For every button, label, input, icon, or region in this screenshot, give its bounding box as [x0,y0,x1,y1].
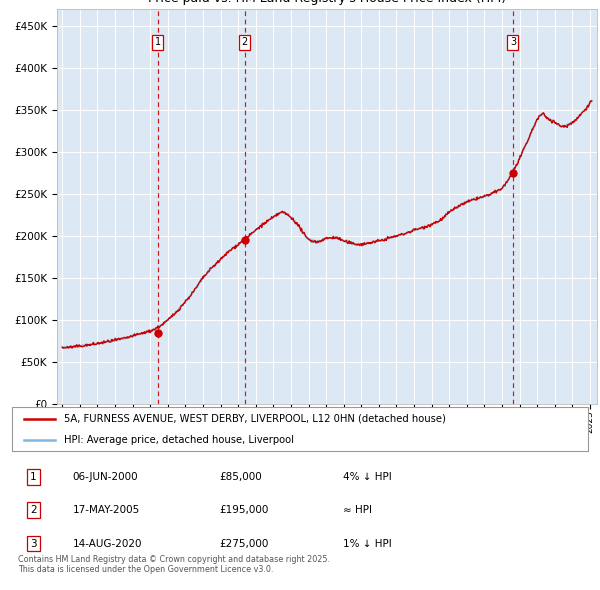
Text: 14-AUG-2020: 14-AUG-2020 [73,539,142,549]
Text: 17-MAY-2005: 17-MAY-2005 [73,505,140,515]
Text: 1: 1 [155,38,161,47]
Text: 3: 3 [510,38,516,47]
Text: 5A, FURNESS AVENUE, WEST DERBY, LIVERPOOL, L12 0HN (detached house): 5A, FURNESS AVENUE, WEST DERBY, LIVERPOO… [64,414,446,424]
Title: 5A, FURNESS AVENUE, WEST DERBY, LIVERPOOL, L12 0HN
Price paid vs. HM Land Regist: 5A, FURNESS AVENUE, WEST DERBY, LIVERPOO… [143,0,511,5]
Text: £195,000: £195,000 [220,505,269,515]
Text: HPI: Average price, detached house, Liverpool: HPI: Average price, detached house, Live… [64,435,294,445]
Text: ≈ HPI: ≈ HPI [343,505,372,515]
Text: £85,000: £85,000 [220,471,262,481]
Text: 2: 2 [30,505,37,515]
Text: 1: 1 [30,471,37,481]
Text: 06-JUN-2000: 06-JUN-2000 [73,471,138,481]
FancyBboxPatch shape [12,407,588,451]
Text: 4% ↓ HPI: 4% ↓ HPI [343,471,392,481]
Text: £275,000: £275,000 [220,539,269,549]
Text: 1% ↓ HPI: 1% ↓ HPI [343,539,392,549]
Text: Contains HM Land Registry data © Crown copyright and database right 2025.
This d: Contains HM Land Registry data © Crown c… [18,555,330,575]
Text: 3: 3 [30,539,37,549]
Text: 2: 2 [242,38,248,47]
